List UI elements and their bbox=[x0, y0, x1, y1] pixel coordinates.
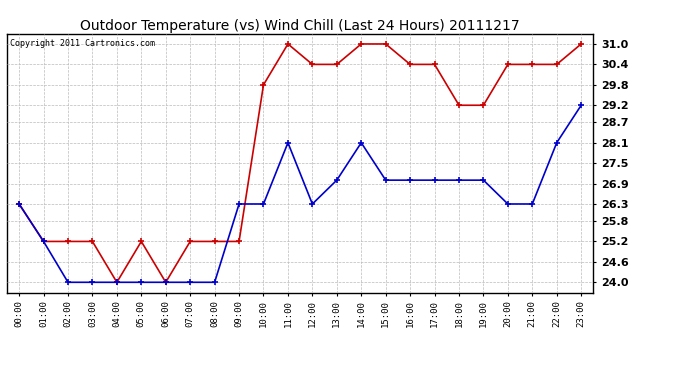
Text: Copyright 2011 Cartronics.com: Copyright 2011 Cartronics.com bbox=[10, 39, 155, 48]
Title: Outdoor Temperature (vs) Wind Chill (Last 24 Hours) 20111217: Outdoor Temperature (vs) Wind Chill (Las… bbox=[80, 19, 520, 33]
